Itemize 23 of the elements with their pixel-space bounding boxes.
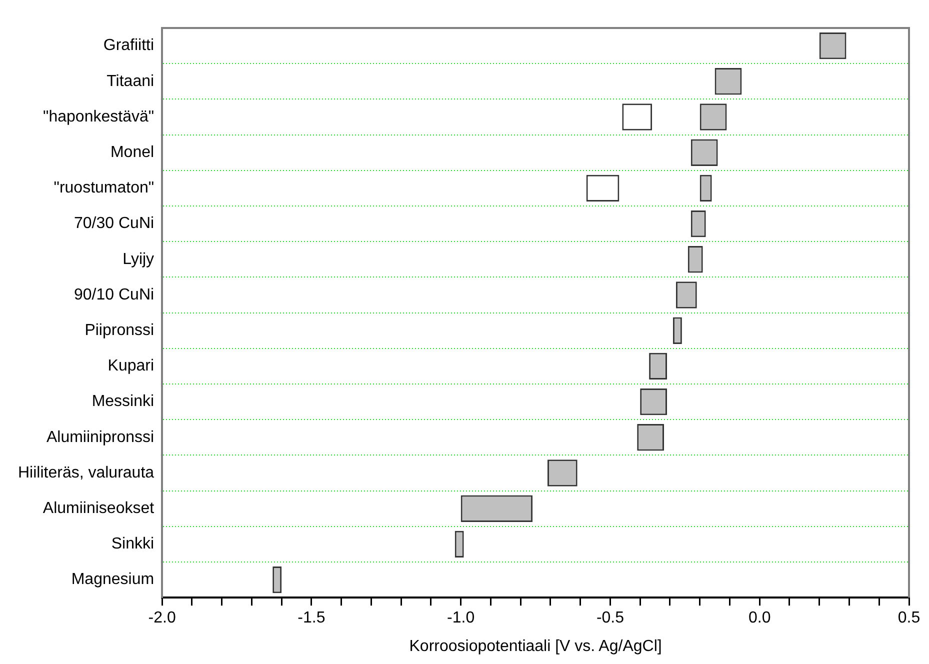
y-tick-label: Piipronssi — [84, 322, 154, 340]
x-tick-label: -1.5 — [298, 610, 326, 627]
x-tick-label: -0.5 — [596, 610, 624, 627]
y-tick-label: Lyijy — [122, 250, 154, 268]
y-tick-label: "haponkestävä" — [43, 108, 154, 126]
y-tick-label: Kupari — [108, 358, 154, 375]
x-tick-label: 0.5 — [898, 610, 920, 627]
y-tick-label: "ruostumaton" — [54, 180, 154, 197]
y-tick-label: Messinki — [92, 393, 154, 410]
x-tick-label: -2.0 — [148, 610, 176, 627]
y-tick-label: Sinkki — [111, 536, 154, 553]
y-tick-label: Magnesium — [71, 571, 154, 588]
x-axis-title: Korroosiopotentiaali [V vs. Ag/AgCl] — [409, 638, 662, 655]
y-tick-label: 70/30 CuNi — [74, 215, 154, 232]
y-tick-label: Alumiiniseokset — [42, 500, 155, 518]
x-tick-label: 0.0 — [748, 610, 771, 627]
y-tick-label: Hiiliteräs, valurauta — [18, 464, 154, 482]
x-tick-label: -1.0 — [447, 610, 475, 627]
y-tick-label: Monel — [110, 144, 154, 162]
y-tick-label: Titaani — [106, 72, 154, 90]
y-tick-label: 90/10 CuNi — [74, 286, 154, 304]
y-tick-label: Alumiinipronssi — [46, 428, 154, 446]
y-tick-label: Grafiitti — [103, 37, 154, 54]
